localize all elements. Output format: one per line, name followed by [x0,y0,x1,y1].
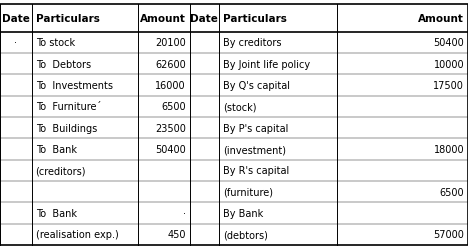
Text: To stock: To stock [36,38,75,48]
Text: To  Bank: To Bank [36,208,77,218]
Text: By Q's capital: By Q's capital [223,81,290,91]
Text: 10000: 10000 [434,60,464,70]
Text: Date: Date [2,14,30,24]
Text: By R's capital: By R's capital [223,166,289,176]
Text: 6500: 6500 [161,102,186,112]
Text: (stock): (stock) [223,102,256,112]
Text: To  Buildings: To Buildings [36,123,97,133]
Text: Particulars: Particulars [223,14,286,24]
Text: ·: · [183,208,186,218]
Text: 62600: 62600 [155,60,186,70]
Text: 57000: 57000 [433,230,464,239]
Text: (creditors): (creditors) [36,166,86,176]
Text: 6500: 6500 [439,187,464,197]
Text: To  Furniture´: To Furniture´ [36,102,101,112]
Text: 17500: 17500 [433,81,464,91]
Text: By P's capital: By P's capital [223,123,288,133]
Text: 18000: 18000 [434,144,464,154]
Text: Date: Date [190,14,218,24]
Text: By Joint life policy: By Joint life policy [223,60,310,70]
Text: (debtors): (debtors) [223,230,268,239]
Text: Amount: Amount [418,14,464,24]
Text: 50400: 50400 [155,144,186,154]
Text: 450: 450 [167,230,186,239]
Text: (furniture): (furniture) [223,187,273,197]
Text: Particulars: Particulars [36,14,99,24]
Text: ·: · [15,38,17,48]
Text: To  Debtors: To Debtors [36,60,91,70]
Text: By Bank: By Bank [223,208,263,218]
Text: 50400: 50400 [433,38,464,48]
Text: Amount: Amount [140,14,186,24]
Text: By creditors: By creditors [223,38,281,48]
Text: To  Investments: To Investments [36,81,113,91]
Text: (investment): (investment) [223,144,286,154]
Text: To  Bank: To Bank [36,144,77,154]
Text: 16000: 16000 [155,81,186,91]
Text: 20100: 20100 [155,38,186,48]
Text: 23500: 23500 [155,123,186,133]
Text: (realisation exp.): (realisation exp.) [36,230,118,239]
